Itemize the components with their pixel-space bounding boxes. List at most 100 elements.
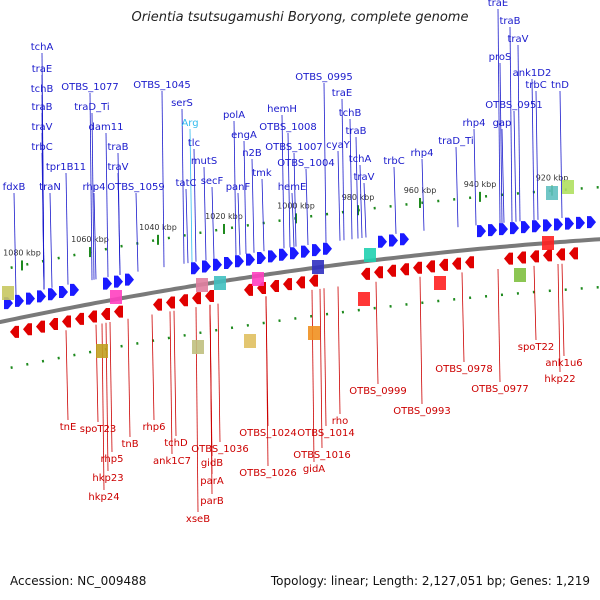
forward-gene-arrow	[510, 222, 519, 235]
forward-gene-label: mutS	[191, 156, 217, 167]
tick-label: 1080 kbp	[3, 248, 41, 257]
feature-block	[252, 272, 264, 286]
forward-label-leader	[531, 78, 535, 221]
forward-label-leader	[281, 114, 285, 249]
forward-label-leader	[287, 132, 291, 248]
feature-block	[196, 278, 208, 292]
feature-block	[562, 180, 574, 194]
reverse-gene-arrow	[439, 258, 448, 271]
reverse-gene-arrow	[504, 252, 513, 265]
forward-gene-label: dam11	[89, 122, 124, 133]
forward-gene-label: tnD	[551, 80, 569, 91]
forward-label-leader	[291, 192, 295, 247]
forward-label-leader	[497, 8, 501, 224]
forward-label-leader	[203, 166, 207, 261]
forward-gene-label: traV	[31, 122, 52, 133]
reverse-label-leader	[375, 281, 379, 385]
reverse-label-leader	[461, 272, 465, 363]
forward-gene-arrow	[114, 275, 123, 288]
reverse-gene-arrow	[309, 274, 318, 287]
forward-label-leader	[359, 164, 363, 238]
forward-gene-label: OTBS_1007	[265, 142, 322, 153]
forward-label-leader	[41, 152, 45, 290]
forward-gene-arrow	[224, 256, 233, 269]
reverse-gene-arrow	[62, 315, 71, 328]
reverse-label-leader	[557, 264, 561, 373]
forward-gene-label: tpr1B11	[46, 162, 86, 173]
reverse-gene-label: hkp23	[92, 473, 123, 484]
forward-label-leader	[513, 110, 517, 222]
forward-label-leader	[243, 140, 247, 254]
reverse-gene-arrow	[205, 289, 214, 302]
feature-block	[244, 334, 256, 348]
reverse-gene-arrow	[283, 278, 292, 291]
forward-label-leader	[181, 108, 185, 264]
forward-gene-label: tchB	[339, 108, 362, 119]
forward-gene-arrow	[70, 283, 79, 296]
reverse-gene-arrow	[101, 308, 110, 321]
reverse-gene-label: rho	[332, 416, 348, 427]
forward-label-leader	[185, 188, 189, 264]
reverse-label-leader	[173, 310, 177, 437]
forward-label-leader	[117, 172, 121, 275]
forward-gene-label: gap	[493, 118, 512, 129]
reverse-label-leader	[195, 307, 199, 513]
forward-gene-label: traB	[31, 102, 52, 113]
reverse-gene-label: rhp5	[101, 454, 124, 465]
reverse-label-leader	[561, 263, 565, 357]
feature-block	[358, 292, 370, 306]
tick-label: 940 kbp	[464, 180, 497, 189]
forward-gene-label: OTBS_1045	[133, 80, 190, 91]
forward-gene-label: trbC	[525, 80, 546, 91]
forward-label-leader	[323, 82, 327, 243]
reverse-gene-arrow	[361, 267, 370, 280]
forward-gene-label: hemE	[278, 182, 307, 193]
tick-label: 1000 kbp	[277, 201, 315, 210]
reverse-gene-label: rhp6	[143, 422, 166, 433]
reverse-label-leader	[323, 288, 327, 427]
forward-label-leader	[341, 98, 345, 241]
forward-gene-arrow	[554, 218, 563, 231]
genome-backbone	[0, 237, 600, 325]
feature-block	[546, 186, 558, 200]
forward-gene-label: ank1D2	[513, 68, 552, 79]
reverse-gene-arrow	[452, 257, 461, 270]
forward-label-leader	[261, 178, 265, 252]
forward-gene-label: rhp4	[463, 118, 486, 129]
forward-gene-arrow	[125, 273, 134, 286]
reverse-label-leader	[533, 265, 537, 341]
forward-label-leader	[355, 136, 359, 239]
reverse-label-leader	[311, 289, 315, 463]
reverse-gene-label: gidA	[303, 464, 325, 475]
reverse-label-leader	[169, 311, 173, 455]
forward-gene-label: cyaY	[326, 140, 351, 151]
forward-gene-arrow	[103, 277, 112, 290]
reverse-gene-label: tnB	[121, 439, 138, 450]
reverse-gene-arrow	[153, 298, 162, 311]
forward-gene-label: proS	[489, 52, 512, 63]
forward-gene-label: tatC	[176, 178, 197, 189]
forward-label-leader	[293, 152, 297, 247]
forward-gene-label: traE	[32, 64, 52, 75]
forward-gene-label: traN	[39, 182, 61, 193]
forward-gene-label: tmk	[252, 168, 272, 179]
reverse-label-leader	[419, 276, 423, 405]
tick-label: 1020 kbp	[205, 212, 243, 221]
reverse-gene-arrow	[244, 283, 253, 296]
reverse-gene-arrow	[114, 305, 123, 318]
forward-gene-label: trbC	[31, 142, 52, 153]
reverse-gene-arrow	[75, 312, 84, 325]
reverse-gene-arrow	[192, 292, 201, 305]
reverse-label-leader	[127, 318, 131, 438]
reverse-gene-label: hkp24	[88, 492, 119, 503]
reverse-gene-label: OTBS_1036	[191, 444, 248, 455]
forward-gene-arrow	[587, 216, 596, 229]
reverse-label-leader	[337, 286, 341, 415]
reverse-gene-arrow	[374, 266, 383, 279]
reverse-label-leader	[109, 321, 113, 453]
accession-label: Accession: NC_009488	[10, 574, 147, 588]
forward-label-leader	[455, 146, 459, 228]
reverse-gene-label: OTBS_0993	[393, 406, 450, 417]
forward-label-leader	[211, 186, 215, 259]
forward-label-leader	[135, 192, 139, 272]
